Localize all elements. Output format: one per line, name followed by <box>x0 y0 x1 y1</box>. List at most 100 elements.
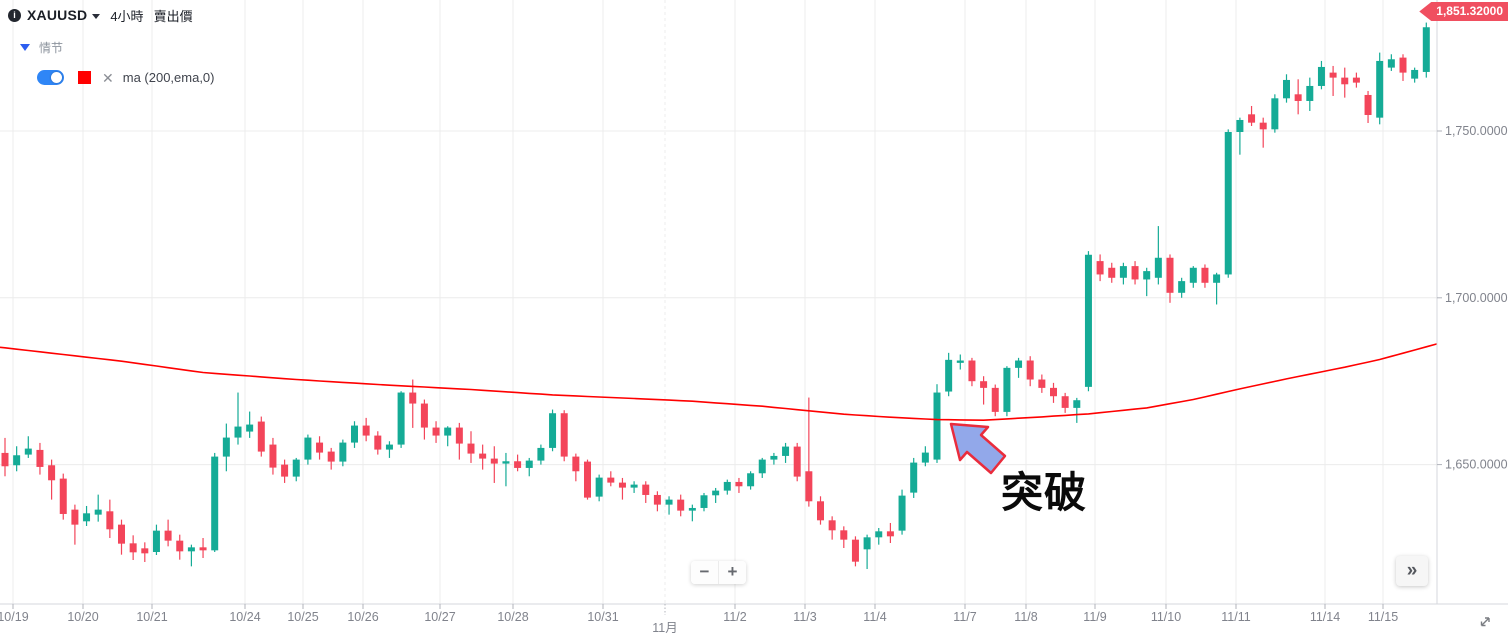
candle <box>269 437 277 475</box>
candle <box>502 452 510 487</box>
timeframe-label[interactable]: 4小時 <box>110 8 144 24</box>
candle <box>94 494 102 522</box>
candle <box>106 499 114 538</box>
indicator-group-row[interactable]: 情节 <box>20 39 63 56</box>
candle <box>1061 392 1069 413</box>
candle <box>304 434 312 465</box>
close-icon[interactable]: ✕ <box>102 69 114 86</box>
candle <box>444 426 452 447</box>
candle <box>13 446 21 472</box>
candle <box>793 442 801 482</box>
candle <box>700 492 708 512</box>
candle <box>549 409 557 452</box>
time-axis-label: 11/10 <box>1151 610 1181 624</box>
candle <box>374 431 382 455</box>
resize-icon[interactable] <box>1477 614 1493 630</box>
candle <box>1213 272 1221 305</box>
symbol-name[interactable]: XAUUSD <box>27 7 88 23</box>
price-axis-label: 1,700.00000 <box>1445 291 1508 305</box>
candle <box>36 442 44 475</box>
time-axis-label: 10/31 <box>587 610 618 624</box>
candle <box>83 505 91 526</box>
candle <box>584 459 591 500</box>
candle <box>1038 374 1046 393</box>
price-axis-label: 1,750.00000 <box>1445 124 1508 138</box>
candle <box>1178 277 1186 298</box>
candle <box>607 471 615 487</box>
time-axis-label: 10/24 <box>229 610 260 624</box>
candle <box>805 397 813 507</box>
time-axis-label: 10/28 <box>497 610 528 624</box>
indicator-toggle[interactable] <box>37 70 64 85</box>
price-axis[interactable]: 1,750.00000 1,700.00000 1,650.00000 <box>1437 124 1508 472</box>
candle <box>432 421 440 443</box>
candle <box>1271 94 1279 133</box>
candle <box>316 436 324 460</box>
zoom-in-button[interactable]: + <box>719 561 746 584</box>
breakout-annotation-label: 突破 <box>1001 469 1088 516</box>
time-axis-label: 11/15 <box>1368 610 1398 624</box>
candle <box>875 527 883 545</box>
candle <box>1399 54 1407 81</box>
candle <box>863 534 871 570</box>
candle <box>712 487 720 503</box>
candle <box>653 491 661 512</box>
candle <box>1166 254 1174 303</box>
candle <box>1283 74 1290 103</box>
candle <box>199 537 207 559</box>
candle <box>385 441 393 458</box>
zoom-controls: − + <box>691 561 746 584</box>
candle <box>782 442 790 463</box>
time-axis-label: 11/3 <box>793 610 816 624</box>
candle <box>1084 251 1092 392</box>
candle <box>1341 67 1349 98</box>
scroll-to-latest-button[interactable]: » <box>1396 556 1428 586</box>
time-axis-label: 10/25 <box>287 610 318 624</box>
time-axis-label: 10/19 <box>0 610 29 624</box>
collapse-triangle-icon[interactable] <box>20 44 30 51</box>
candle <box>1154 226 1162 285</box>
time-axis-label: 11/7 <box>953 610 976 624</box>
time-axis[interactable]: 10/19 10/20 10/21 10/24 10/25 10/26 10/27 10/28… <box>0 604 1398 635</box>
last-price-badge: 1,851.32000 <box>1419 2 1508 21</box>
candle <box>991 384 999 417</box>
breakout-arrow[interactable] <box>949 422 1007 475</box>
candles <box>1 22 1430 570</box>
time-axis-label: 11/4 <box>863 610 886 624</box>
candle <box>560 410 568 462</box>
candle <box>222 423 230 472</box>
candle <box>1108 262 1116 283</box>
time-axis-label: 11/11 <box>1221 610 1250 624</box>
candle <box>327 447 335 470</box>
candle <box>758 457 766 478</box>
toggle-knob <box>51 72 62 83</box>
candle <box>1096 254 1104 282</box>
candle <box>886 522 894 543</box>
candle <box>840 526 848 548</box>
candle <box>910 457 918 498</box>
ma-line[interactable] <box>0 343 1438 422</box>
candle <box>747 471 755 490</box>
candle <box>1119 262 1127 285</box>
candle <box>1026 356 1034 387</box>
candle <box>898 489 906 535</box>
candle <box>339 439 347 467</box>
candle <box>537 444 545 465</box>
candle <box>292 457 300 482</box>
price-axis-label: 1,650.00000 <box>1445 458 1508 472</box>
candle <box>59 473 67 520</box>
candle <box>1364 90 1372 123</box>
info-icon[interactable]: i <box>8 8 21 22</box>
candle <box>1201 264 1209 288</box>
candle <box>770 452 778 465</box>
chevron-down-icon[interactable] <box>92 13 101 19</box>
price-type-label: 賣出價 <box>153 8 193 24</box>
candle <box>467 431 475 463</box>
candle <box>828 516 836 540</box>
candle <box>71 504 79 545</box>
candle <box>1259 117 1267 148</box>
zoom-out-button[interactable]: − <box>691 561 719 584</box>
indicator-color-swatch[interactable] <box>78 71 91 84</box>
time-axis-label: 10/21 <box>136 610 167 624</box>
